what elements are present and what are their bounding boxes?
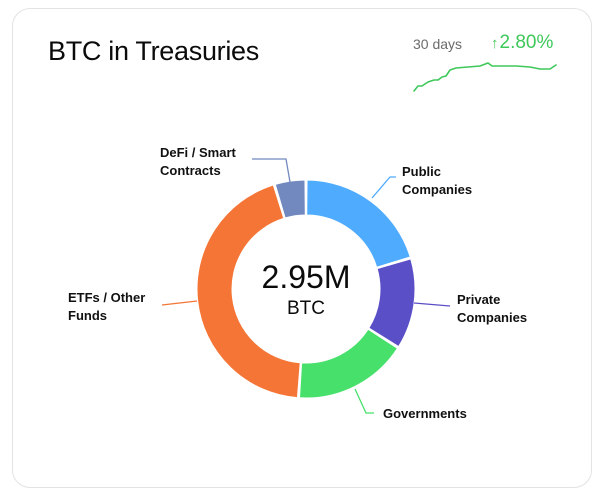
change-indicator: ↑ 2.80% — [491, 32, 553, 54]
donut-segment-private-companies[interactable] — [368, 258, 416, 348]
label-governments: Governments — [383, 406, 467, 421]
total-unit: BTC — [287, 298, 325, 319]
btc-treasuries-card — [12, 8, 592, 488]
label-private-companies: Private Companies — [457, 292, 528, 325]
donut-segment-governments[interactable] — [299, 328, 398, 399]
donut-segment-etfs-other-funds[interactable] — [196, 184, 301, 399]
total-value: 2.95M — [261, 259, 351, 295]
label-public-companies: Public Companies — [402, 164, 473, 197]
change-value: 2.80% — [499, 32, 554, 53]
arrow-up-icon: ↑ — [491, 35, 499, 52]
period-label: 30 days — [413, 36, 463, 52]
label-etfs-other-funds: ETFs / Other Funds — [68, 290, 146, 323]
donut-chart — [196, 179, 416, 399]
label-defi-smart-contracts: DeFi / Smart Contracts — [160, 145, 236, 178]
card-title: BTC in Treasuries — [48, 36, 259, 66]
donut-segment-public-companies[interactable] — [306, 179, 411, 268]
